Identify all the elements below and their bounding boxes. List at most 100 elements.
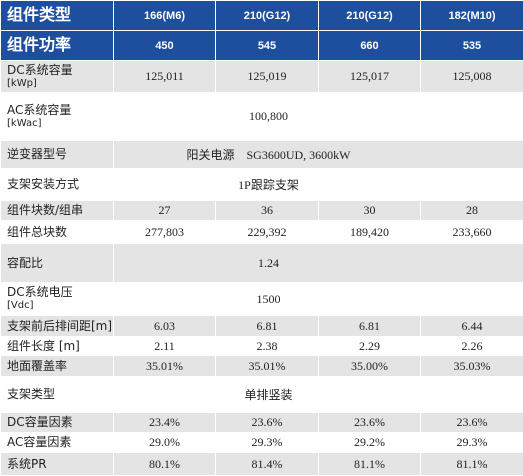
value-cell: 233,660 <box>421 221 523 244</box>
label-text: 组件长度 [m] <box>7 339 80 353</box>
row-label: AC容量因素 <box>1 433 114 453</box>
value-cell: 125,017 <box>319 61 421 93</box>
row-label: 组件块数/组串 <box>1 201 114 221</box>
table-row: 容配比 1.24 <box>1 244 523 283</box>
header-cell: 210(G12) <box>216 1 319 31</box>
value-cell: 29.0% <box>114 433 216 453</box>
label-text: 支架安装方式 <box>7 177 79 191</box>
value-cell: 23.6% <box>216 413 319 433</box>
header-label: 组件功率 <box>1 31 114 61</box>
label-text: 逆变器型号 <box>7 147 67 161</box>
label-unit: [kWac] <box>7 118 113 131</box>
value-cell: 29.3% <box>421 433 523 453</box>
row-label: 地面覆盖率 <box>1 356 114 377</box>
label-text: DC系统电压 <box>7 285 73 299</box>
label-text: 支架前后排间距[m] <box>7 319 112 333</box>
value-cell: 35.03% <box>421 356 523 377</box>
value-cell: 36 <box>216 201 319 221</box>
header-cell: 545 <box>216 31 319 61</box>
value-cell: 35.00% <box>319 356 421 377</box>
value-cell: 2.11 <box>114 337 216 356</box>
value-cell: 35.01% <box>216 356 319 377</box>
value-cell: 6.03 <box>114 316 216 337</box>
table-row: 支架类型单排竖装 <box>1 377 523 413</box>
value-cell: 29.2% <box>319 433 421 453</box>
label-text: 系统PR <box>7 457 47 471</box>
header-cell: 450 <box>114 31 216 61</box>
value-cell: 2.38 <box>216 337 319 356</box>
row-label: 系统PR <box>1 453 114 476</box>
value-cell: 277,803 <box>114 221 216 244</box>
value-cell: 35.01% <box>114 356 216 377</box>
table-row: DC系统电压[Vdc]1500 <box>1 283 523 316</box>
value-cell: 27 <box>114 201 216 221</box>
value-cell: 29.3% <box>216 433 319 453</box>
label-text: DC容量因素 <box>7 415 73 429</box>
value-cell: 81.1% <box>319 453 421 476</box>
merged-cell: 1.24 <box>114 244 523 283</box>
value-cell: 23.6% <box>421 413 523 433</box>
row-label: 组件总块数 <box>1 221 114 244</box>
table-row: 支架安装方式 1P跟踪支架 <box>1 169 523 201</box>
row-label: AC系统容量[kWac] <box>1 93 114 141</box>
label-text: DC系统容量 <box>7 63 73 77</box>
header-cell: 535 <box>421 31 523 61</box>
table-row: AC系统容量[kWac]100,800 <box>1 93 523 141</box>
header-cell: 660 <box>319 31 421 61</box>
value-cell: 81.4% <box>216 453 319 476</box>
value-cell: 23.6% <box>319 413 421 433</box>
value-cell: 125,008 <box>421 61 523 93</box>
label-text: 组件总块数 <box>7 225 67 239</box>
label-unit: [kWp] <box>7 78 113 91</box>
merged-cell: 100,800 <box>114 93 523 141</box>
value-cell: 30 <box>319 201 421 221</box>
value-cell: 6.81 <box>319 316 421 337</box>
value-cell: 125,019 <box>216 61 319 93</box>
row-label: 容配比 <box>1 244 114 283</box>
value-cell: 125,011 <box>114 61 216 93</box>
row-label: 组件长度 [m] <box>1 337 114 356</box>
value-cell: 6.81 <box>216 316 319 337</box>
table-row: 逆变器型号 阳关电源 SG3600UD, 3600kW <box>1 141 523 169</box>
merged-cell: 阳关电源 SG3600UD, 3600kW <box>114 141 523 169</box>
merged-cell: 1P跟踪支架 <box>114 169 523 201</box>
merged-cell: 1500 <box>114 283 523 316</box>
label-text: 支架类型 <box>7 387 55 401</box>
value-cell: 189,420 <box>319 221 421 244</box>
header-cell: 166(M6) <box>114 1 216 31</box>
row-label: 支架安装方式 <box>1 169 114 201</box>
row-label: DC容量因素 <box>1 413 114 433</box>
value-cell: 6.44 <box>421 316 523 337</box>
row-label: DC系统容量[kWp] <box>1 61 114 93</box>
value-cell: 28 <box>421 201 523 221</box>
value-cell: 2.26 <box>421 337 523 356</box>
header-label: 组件类型 <box>1 1 114 31</box>
label-text: AC系统容量 <box>7 103 71 117</box>
label-text: 容配比 <box>7 256 43 270</box>
row-label: 支架前后排间距[m] <box>1 316 114 337</box>
label-text: AC容量因素 <box>7 435 71 449</box>
label-text: 组件块数/组串 <box>7 203 83 217</box>
row-label: DC系统电压[Vdc] <box>1 283 114 316</box>
value-cell: 229,392 <box>216 221 319 244</box>
value-cell: 23.4% <box>114 413 216 433</box>
label-text: 地面覆盖率 <box>7 359 67 373</box>
value-cell: 80.1% <box>114 453 216 476</box>
row-label: 支架类型 <box>1 377 114 413</box>
header-cell: 210(G12) <box>319 1 421 31</box>
value-cell: 2.29 <box>319 337 421 356</box>
value-cell: 81.1% <box>421 453 523 476</box>
